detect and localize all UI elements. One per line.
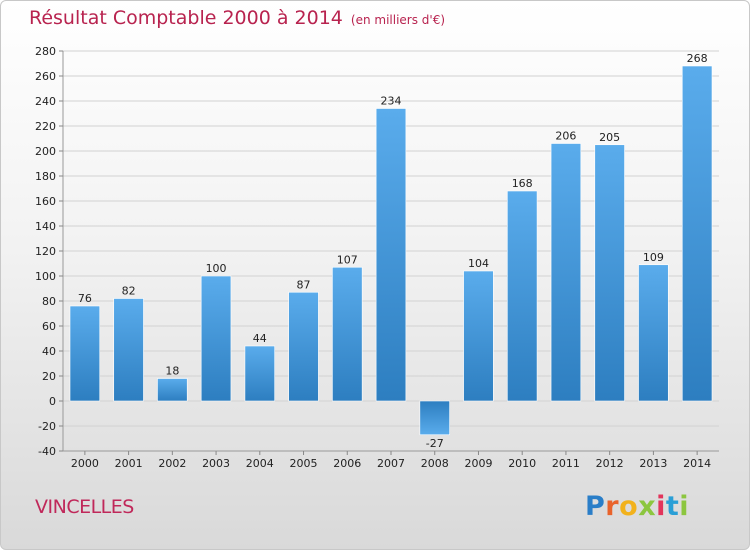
bar-2007 xyxy=(375,108,407,402)
bar-2009 xyxy=(463,270,494,402)
y-tick-label: 220 xyxy=(35,120,56,133)
bar-2004 xyxy=(244,345,275,402)
bar-2014 xyxy=(681,65,713,402)
y-tick-label: 140 xyxy=(35,220,56,233)
logo-letter: i xyxy=(656,491,666,522)
logo-letter: P xyxy=(585,491,606,522)
y-tick-label: 240 xyxy=(35,95,56,108)
x-tick-label-2013: 2013 xyxy=(639,457,667,470)
value-label-2006: 107 xyxy=(337,253,358,266)
y-tick-label: 280 xyxy=(35,45,56,58)
y-tick-label: -20 xyxy=(38,420,56,433)
y-tick-labels: -40 -20 0 20 40 60 80 100 120 140 160 180 200 220 240 2… xyxy=(35,45,63,458)
value-label-2005: 87 xyxy=(297,278,311,291)
bar-2013 xyxy=(638,264,669,402)
y-tick-label: 40 xyxy=(42,345,56,358)
x-tick-label-2005: 2005 xyxy=(290,457,318,470)
bar-2003 xyxy=(200,275,232,402)
bar-2006 xyxy=(332,266,363,402)
commune-name: VINCELLES xyxy=(35,496,134,518)
x-tick-label-2004: 2004 xyxy=(246,457,274,470)
logo-letter: o xyxy=(619,491,639,522)
y-tick-label: 180 xyxy=(35,170,56,183)
value-label-2009: 104 xyxy=(468,257,489,270)
y-tick-label: 100 xyxy=(35,270,56,283)
y-tick-label: 260 xyxy=(35,70,56,83)
bar-2000 xyxy=(69,305,101,402)
value-labels: 76 82 18 100 44 87 107 234 -27 104 168 206 205 109 268 xyxy=(78,52,708,450)
bar-2001 xyxy=(113,298,144,402)
bar-2012 xyxy=(594,144,625,402)
y-tick-label: 60 xyxy=(42,320,56,333)
bars xyxy=(69,65,713,436)
y-tick-label: 120 xyxy=(35,245,56,258)
x-tick-label-2007: 2007 xyxy=(377,457,405,470)
bar-2011 xyxy=(550,143,582,402)
value-label-2004: 44 xyxy=(253,332,267,345)
value-label-2008: -27 xyxy=(426,437,444,450)
logo-letter: i xyxy=(679,491,690,522)
value-label-2010: 168 xyxy=(512,177,533,190)
x-tick-label-2008: 2008 xyxy=(421,457,449,470)
logo-letter: x xyxy=(638,491,657,522)
value-label-2007: 234 xyxy=(381,95,402,108)
y-tick-label: 20 xyxy=(42,370,56,383)
x-tick-labels: 2000 2001 2002 2003 2004 2005 2006 2007 2008 2009… xyxy=(71,451,711,470)
logo-letter: t xyxy=(665,491,680,522)
bar-2010 xyxy=(507,190,538,402)
bar-2002 xyxy=(157,378,188,402)
logo-letter: r xyxy=(605,491,620,522)
value-label-2011: 206 xyxy=(555,130,576,143)
chart-title-text: Résultat Comptable 2000 à 2014 xyxy=(29,7,343,29)
value-label-2002: 18 xyxy=(165,365,179,378)
bar-2005 xyxy=(288,291,319,402)
chart-title: Résultat Comptable 2000 à 2014 (en millie… xyxy=(29,7,445,29)
value-label-2014: 268 xyxy=(687,52,708,65)
x-tick-label-2003: 2003 xyxy=(202,457,230,470)
y-tick-label: 0 xyxy=(49,395,56,408)
chart-subtitle: (en milliers d'€) xyxy=(350,13,446,27)
x-tick-label-2000: 2000 xyxy=(71,457,99,470)
x-tick-label-2009: 2009 xyxy=(464,457,492,470)
value-label-2000: 76 xyxy=(78,292,92,305)
x-tick-label-2014: 2014 xyxy=(683,457,711,470)
x-tick-label-2002: 2002 xyxy=(158,457,186,470)
y-tick-label: 80 xyxy=(42,295,56,308)
y-tick-label: -40 xyxy=(38,445,56,458)
y-tick-label: 160 xyxy=(35,195,56,208)
value-label-2001: 82 xyxy=(122,285,136,298)
x-tick-label-2006: 2006 xyxy=(333,457,361,470)
bar-2008 xyxy=(419,400,450,436)
y-tick-label: 200 xyxy=(35,145,56,158)
x-tick-label-2011: 2011 xyxy=(552,457,580,470)
x-tick-label-2010: 2010 xyxy=(508,457,536,470)
proxiti-logo: Proxiti xyxy=(585,491,689,522)
x-tick-label-2012: 2012 xyxy=(596,457,624,470)
value-label-2013: 109 xyxy=(643,251,664,264)
value-label-2003: 100 xyxy=(206,262,227,275)
x-tick-label-2001: 2001 xyxy=(115,457,143,470)
value-label-2012: 205 xyxy=(599,131,620,144)
